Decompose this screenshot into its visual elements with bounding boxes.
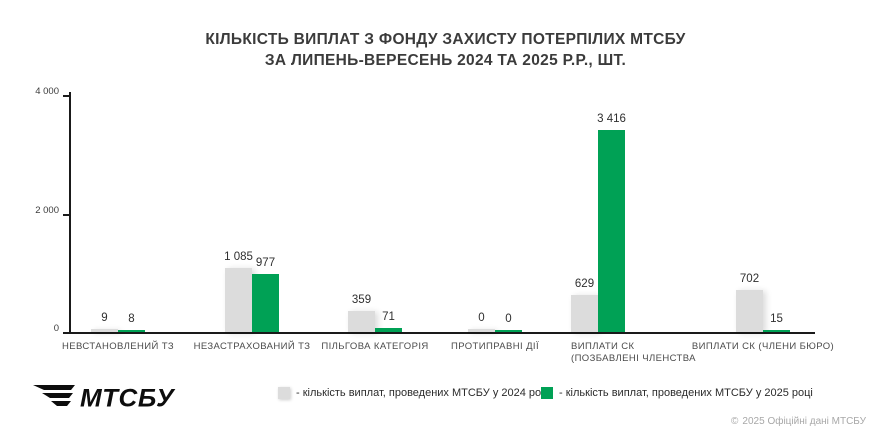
copyright-text: 2025 Офіційні дані МТСБУ	[742, 416, 866, 427]
x-axis-label-line: ВИПЛАТИ СК (ЧЛЕНИ БЮРО)	[691, 341, 835, 352]
logo-text: МТСБУ	[80, 383, 175, 412]
bar-value-label: 702	[739, 273, 760, 285]
mtsbu-logo: МТСБУ	[32, 381, 174, 414]
bar-value-label: 71	[382, 311, 395, 323]
x-axis-label-line: НЕВСТАНОВЛЕНИЙ ТЗ	[61, 341, 175, 352]
bar-2025-cat1	[118, 330, 145, 332]
bar-value-label: 359	[351, 294, 372, 306]
legend-label-2024: - кількість виплат, проведених МТСБУ у 2…	[296, 387, 550, 399]
chart-title-line2: ЗА ЛИПЕНЬ-ВЕРЕСЕНЬ 2024 ТА 2025 Р.Р., ШТ…	[264, 52, 627, 69]
bar-2025-cat6	[763, 330, 790, 332]
bar-value-label: 8	[128, 313, 135, 325]
bar-2025-cat4	[495, 330, 522, 332]
wing-icon	[32, 381, 78, 414]
bar-2024-cat3	[348, 311, 375, 332]
x-axis-label-cat5: ВИПЛАТИ СК (ПОЗБАВЛЕНІ ЧЛЕНСТВА	[571, 341, 696, 365]
bar-2025-cat2	[252, 274, 279, 332]
y-axis-tick	[63, 332, 69, 334]
bar-value-label: 629	[574, 278, 595, 290]
bar-2025-cat5	[598, 130, 625, 332]
x-axis-line	[69, 332, 815, 334]
bar-value-label: 977	[255, 257, 276, 269]
bar-value-label: 0	[478, 312, 485, 324]
legend-label-2025: - кількість виплат, проведених МТСБУ у 2…	[559, 387, 813, 399]
copyright-icon: ©	[731, 416, 739, 427]
x-axis-label-line: НЕЗАСТРАХОВАНИЙ ТЗ	[193, 341, 311, 352]
x-axis-label-cat6: ВИПЛАТИ СК (ЧЛЕНИ БЮРО)	[653, 341, 873, 353]
bar-2024-cat1	[91, 329, 118, 332]
bar-2024-cat2	[225, 268, 252, 332]
x-axis-label-cat4: ПРОТИПРАВНІ ДІЇ	[385, 341, 605, 353]
legend-item-2024: - кількість виплат, проведених МТСБУ у 2…	[278, 387, 550, 399]
bar-value-label: 1 085	[224, 251, 253, 263]
bar-2025-cat3	[375, 328, 402, 332]
legend-swatch-2025	[541, 387, 553, 399]
bar-2024-cat6	[736, 290, 763, 332]
bar-2024-cat4	[468, 329, 495, 332]
chart-title: КІЛЬКІСТЬ ВИПЛАТ З ФОНДУ ЗАХИСТУ ПОТЕРПІ…	[0, 29, 891, 71]
legend-item-2025: - кількість виплат, проведених МТСБУ у 2…	[541, 387, 813, 399]
y-axis-tick-label: 2 000	[35, 204, 59, 216]
x-axis-label-line: ВИПЛАТИ СК	[571, 341, 635, 352]
y-axis-tick	[63, 213, 69, 216]
y-axis-tick-label: 0	[53, 323, 59, 334]
chart-title-line1: КІЛЬКІСТЬ ВИПЛАТ З ФОНДУ ЗАХИСТУ ПОТЕРПІ…	[205, 31, 686, 48]
bar-value-label: 3 416	[597, 113, 626, 125]
y-axis-tick	[63, 95, 69, 97]
x-axis-label-cat2: НЕЗАСТРАХОВАНИЙ ТЗ	[142, 341, 362, 353]
x-axis-label-line: ПРОТИПРАВНІ ДІЇ	[450, 341, 540, 352]
bar-2024-cat5	[571, 295, 598, 332]
x-axis-label-cat3: ПІЛЬГОВА КАТЕГОРІЯ	[265, 341, 485, 353]
bar-value-label: 9	[101, 312, 108, 324]
y-axis-tick-label: 4 000	[35, 86, 59, 97]
x-axis-label-line: (ПОЗБАВЛЕНІ ЧЛЕНСТВА	[571, 353, 696, 364]
x-axis-label-line: ПІЛЬГОВА КАТЕГОРІЯ	[321, 341, 429, 352]
y-axis-line	[69, 92, 71, 334]
legend-swatch-2024	[278, 387, 290, 399]
x-axis-label-cat1: НЕВСТАНОВЛЕНИЙ ТЗ	[8, 341, 228, 353]
bar-value-label: 15	[770, 313, 783, 325]
copyright-note: © 2025 Офіційні дані МТСБУ	[731, 416, 866, 427]
bar-value-label: 0	[505, 313, 512, 325]
